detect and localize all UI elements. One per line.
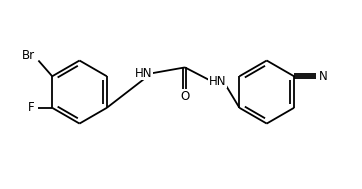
Text: O: O <box>180 91 190 103</box>
Text: Br: Br <box>22 49 35 62</box>
Text: HN: HN <box>209 75 226 88</box>
Text: N: N <box>319 70 328 83</box>
Text: F: F <box>28 101 35 114</box>
Text: HN: HN <box>135 67 152 80</box>
